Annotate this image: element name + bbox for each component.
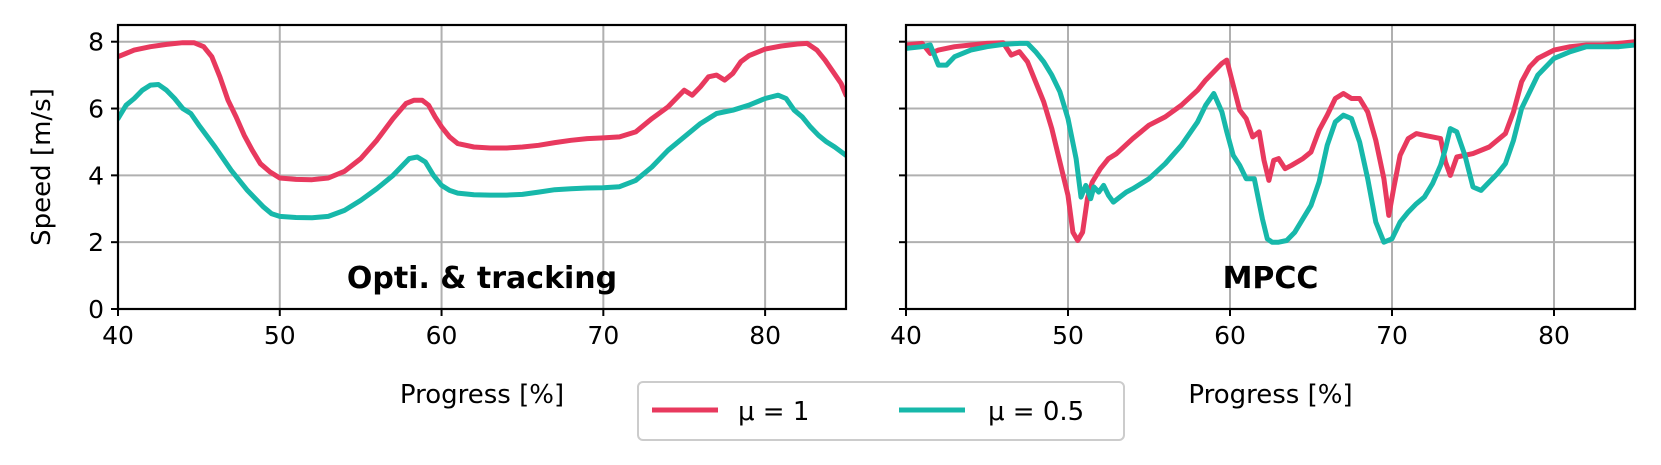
y-tick-label: 0 — [88, 295, 104, 324]
panel-title: MPCC — [1223, 261, 1319, 296]
legend: μ = 1 μ = 0.5 — [637, 381, 1125, 441]
y-tick-label: 4 — [88, 161, 104, 190]
x-axis-label: Progress [%] — [400, 380, 564, 410]
series-line-mu-1 — [118, 40, 846, 183]
y-axis-label: Speed [m/s] — [27, 88, 57, 246]
panel-mpcc: 40 50 60 70 80 Progress [%] MPCC — [890, 23, 1637, 410]
panel-opti-tracking: 40 50 60 70 80 0 2 4 6 8 Progress [%] Speed [m/s] Op… — [27, 23, 848, 410]
series-line-mu-0-5 — [906, 40, 1635, 245]
x-tick-label: 70 — [587, 321, 619, 350]
series-line-mu-1 — [906, 39, 1635, 243]
plot-frame — [904, 23, 1637, 311]
legend-label-mu-1: μ = 1 — [738, 397, 809, 427]
x-tick-label: 40 — [102, 321, 134, 350]
x-axis-label: Progress [%] — [1188, 380, 1352, 410]
y-tick-label: 2 — [88, 228, 104, 257]
x-tick-label: 50 — [264, 321, 296, 350]
x-tick-label: 50 — [1052, 321, 1084, 350]
legend-label-mu-0-5: μ = 0.5 — [988, 397, 1084, 427]
series-line-mu-0-5 — [118, 82, 846, 221]
y-tick-label: 8 — [88, 28, 104, 57]
x-tick-label: 40 — [890, 321, 922, 350]
x-tick-label: 70 — [1376, 321, 1408, 350]
y-tick-label: 6 — [88, 95, 104, 124]
x-tick-label: 60 — [1214, 321, 1246, 350]
legend-frame — [637, 381, 1125, 441]
panel-title: Opti. & tracking — [347, 261, 617, 296]
x-tick-label: 80 — [749, 321, 781, 350]
plot-frame — [116, 23, 848, 311]
x-tick-label: 80 — [1538, 321, 1570, 350]
x-tick-label: 60 — [426, 321, 458, 350]
